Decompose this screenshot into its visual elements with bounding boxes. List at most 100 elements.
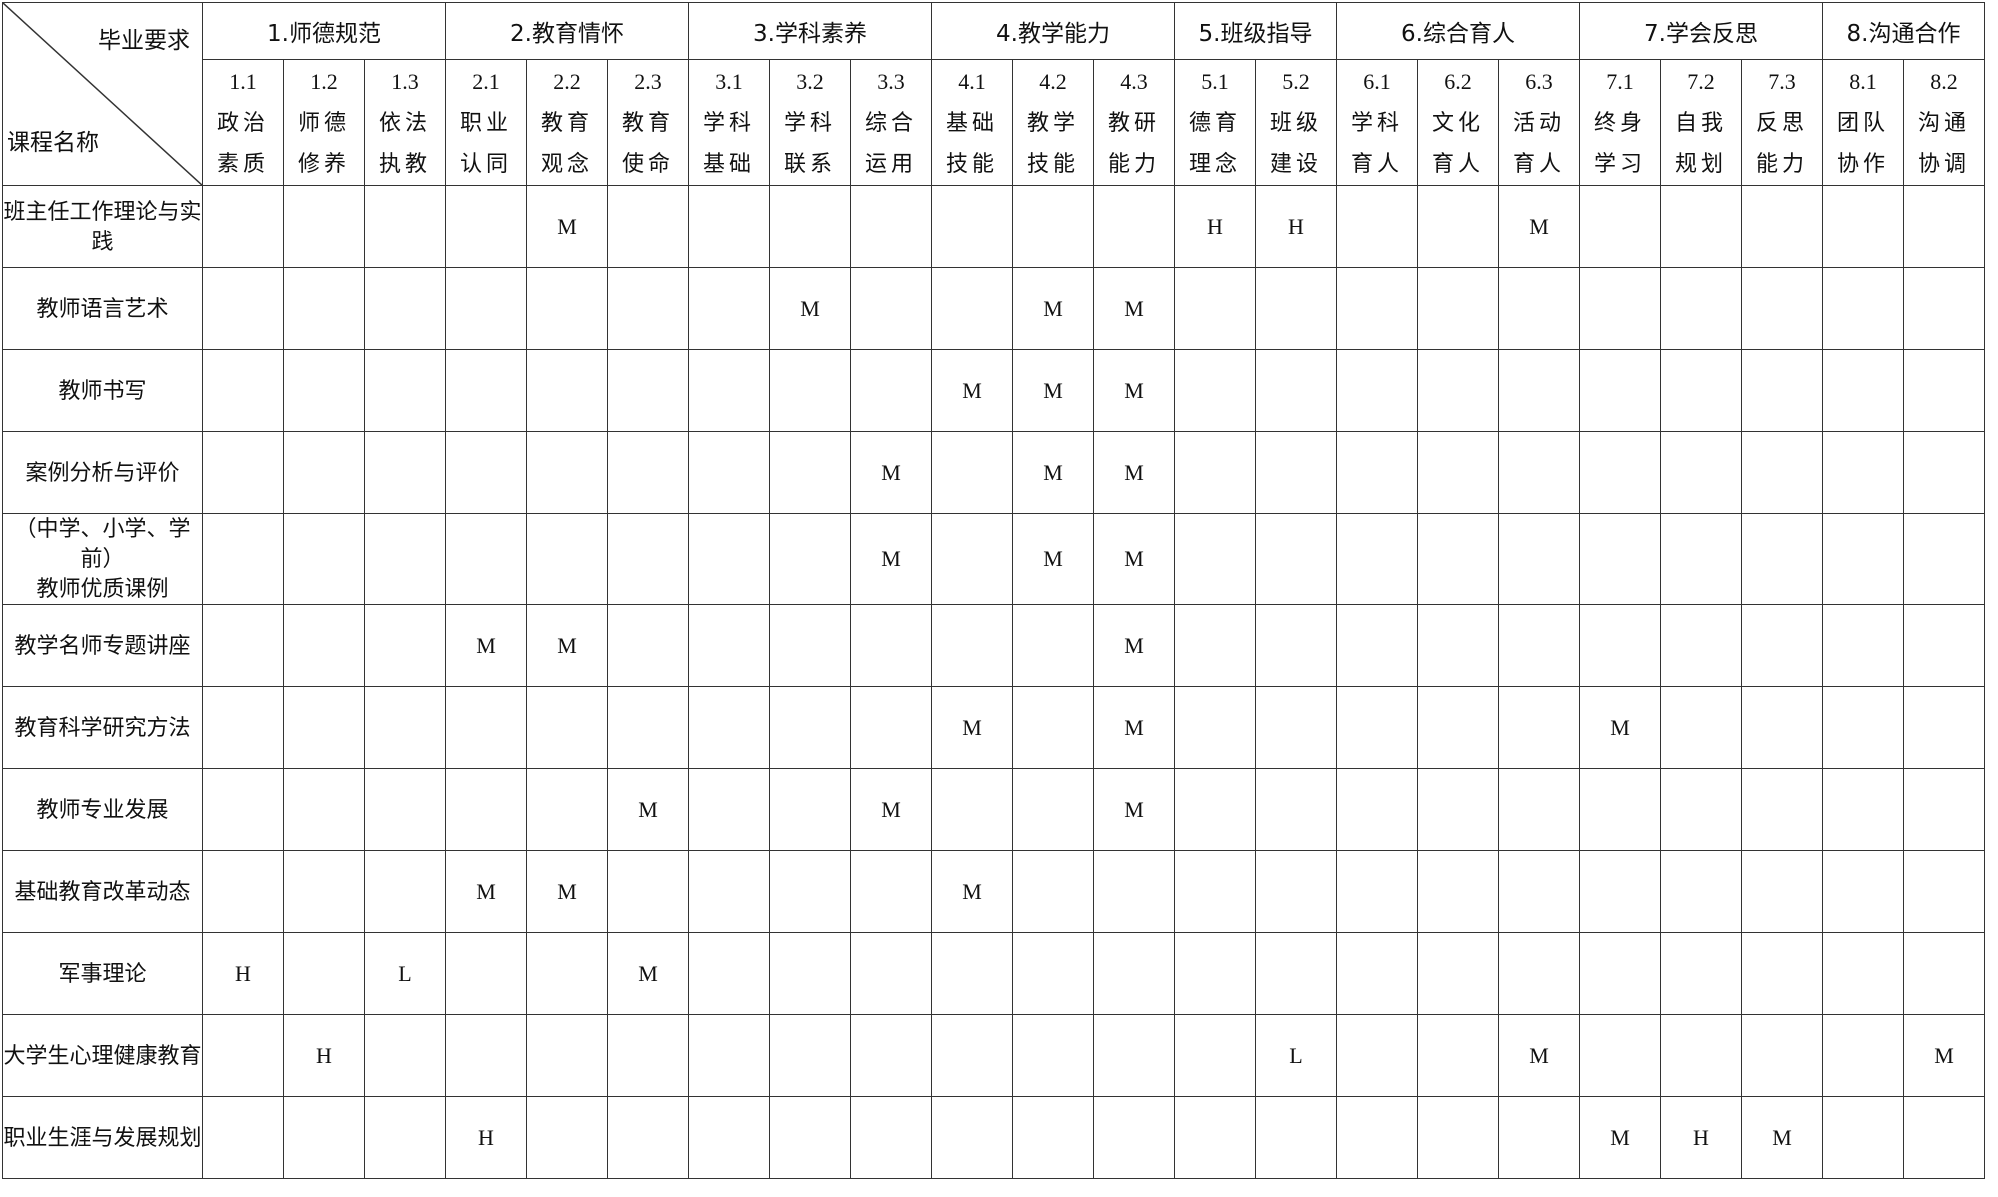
support-level	[526, 513, 608, 605]
support-level	[1255, 768, 1337, 851]
support-level	[1012, 604, 1094, 687]
support-level	[1903, 267, 1985, 350]
support-level	[1498, 768, 1580, 851]
support-level: M	[1093, 686, 1175, 769]
support-level	[1822, 850, 1904, 933]
support-level	[1255, 431, 1337, 514]
sub-code: 8.2	[1930, 69, 1958, 94]
support-level	[688, 431, 770, 514]
support-level	[1174, 686, 1256, 769]
sub-code: 8.1	[1849, 69, 1877, 94]
sub-name: 基础技能	[946, 110, 999, 176]
support-level	[1741, 850, 1823, 933]
support-level	[1336, 513, 1418, 605]
support-level	[607, 431, 689, 514]
sub-name: 反思能力	[1756, 110, 1809, 176]
support-level	[1255, 1096, 1337, 1179]
support-level: M	[607, 932, 689, 1015]
support-level	[850, 932, 932, 1015]
support-level	[1660, 513, 1742, 605]
sub-code: 3.2	[796, 69, 824, 94]
support-level	[1579, 185, 1661, 268]
support-level: M	[526, 185, 608, 268]
support-level	[1417, 932, 1499, 1015]
support-level	[1093, 850, 1175, 933]
support-level	[931, 513, 1013, 605]
support-level: M	[1012, 431, 1094, 514]
support-level: M	[931, 686, 1013, 769]
support-level	[1660, 932, 1742, 1015]
support-level	[1903, 686, 1985, 769]
support-level	[1579, 850, 1661, 933]
support-level	[364, 686, 446, 769]
course-name: 案例分析与评价	[2, 431, 203, 514]
support-level	[1660, 604, 1742, 687]
support-level	[607, 1014, 689, 1097]
support-level: M	[769, 267, 851, 350]
support-level	[850, 850, 932, 933]
course-row: 教师书写 M M M	[2, 349, 1985, 432]
support-level	[769, 686, 851, 769]
support-level	[1741, 1014, 1823, 1097]
sub-name: 文化育人	[1432, 110, 1485, 176]
support-level	[1498, 850, 1580, 933]
support-level	[1336, 1096, 1418, 1179]
support-level	[1903, 513, 1985, 605]
support-level	[931, 1096, 1013, 1179]
support-level	[283, 185, 365, 268]
support-level	[364, 185, 446, 268]
sub-requirement: 3.1 学科基础	[688, 59, 770, 186]
support-level	[1174, 1014, 1256, 1097]
sub-code: 3.1	[715, 69, 743, 94]
support-level	[1093, 1014, 1175, 1097]
support-level	[1579, 768, 1661, 851]
support-level	[769, 768, 851, 851]
support-level	[364, 267, 446, 350]
support-level	[1660, 768, 1742, 851]
support-level	[283, 768, 365, 851]
sub-name: 活动育人	[1513, 110, 1566, 176]
sub-name: 师德修养	[298, 110, 351, 176]
support-level	[769, 932, 851, 1015]
support-level: H	[202, 932, 284, 1015]
support-level	[1660, 850, 1742, 933]
support-level	[1417, 1014, 1499, 1097]
sub-code: 6.1	[1363, 69, 1391, 94]
sub-code: 4.2	[1039, 69, 1067, 94]
support-level	[1903, 932, 1985, 1015]
support-level	[769, 185, 851, 268]
support-level	[1498, 349, 1580, 432]
support-level	[445, 431, 527, 514]
support-level: M	[1093, 604, 1175, 687]
sub-requirement: 5.1 德育理念	[1174, 59, 1256, 186]
support-level: M	[526, 850, 608, 933]
course-name: 基础教育改革动态	[2, 850, 203, 933]
course-row: 职业生涯与发展规划 H M H M	[2, 1096, 1985, 1179]
sub-name: 学科育人	[1351, 110, 1404, 176]
support-level	[283, 604, 365, 687]
support-level	[1903, 349, 1985, 432]
support-level	[931, 185, 1013, 268]
support-level	[1579, 1014, 1661, 1097]
support-level	[769, 1096, 851, 1179]
group-title: 7.学会反思	[1579, 2, 1823, 60]
support-level	[1255, 267, 1337, 350]
sub-name: 学科联系	[784, 110, 837, 176]
course-label: 课程名称	[7, 130, 99, 156]
support-level	[688, 349, 770, 432]
support-level	[1336, 850, 1418, 933]
support-level	[1660, 431, 1742, 514]
support-level	[1579, 431, 1661, 514]
support-level	[364, 1014, 446, 1097]
sub-requirement: 7.1 终身学习	[1579, 59, 1661, 186]
support-level: H	[445, 1096, 527, 1179]
sub-requirement: 7.3 反思能力	[1741, 59, 1823, 186]
support-level: M	[526, 604, 608, 687]
sub-code: 6.3	[1525, 69, 1553, 94]
support-level	[607, 185, 689, 268]
course-row: （中学、小学、学前） 教师优质课例 M M M	[2, 513, 1985, 605]
support-level: M	[850, 513, 932, 605]
support-level	[1579, 513, 1661, 605]
support-level	[1336, 267, 1418, 350]
support-level	[202, 267, 284, 350]
